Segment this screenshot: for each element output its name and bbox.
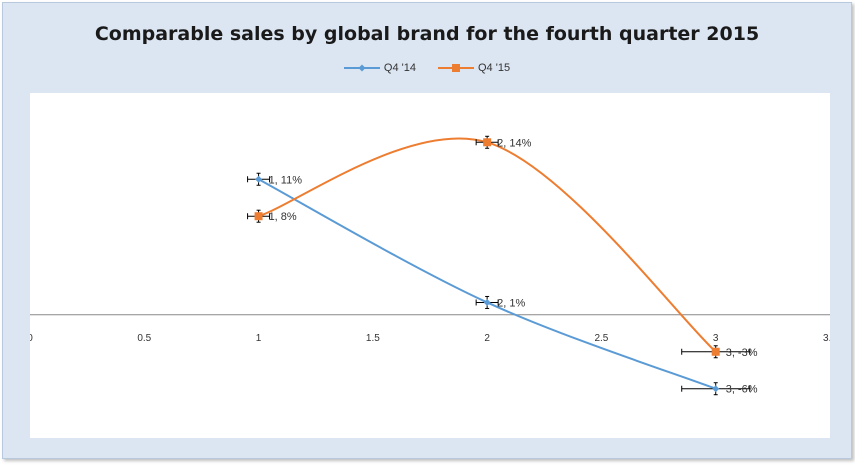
x-tick-label: 0.5 [137, 333, 151, 344]
chart-frame: Comparable sales by global brand for the… [2, 2, 852, 459]
legend-item-q4-15: Q4 '15 [438, 62, 510, 74]
chart-svg: 0 0.5 1 1.5 2 2.5 3 3.5 1, 11% 2, 1% 3, -6% 1, 8% 2,… [27, 135, 837, 396]
data-label: 2, 14% [497, 137, 531, 149]
x-tick-label: 0 [30, 333, 33, 344]
legend-swatch-q4-14 [343, 64, 380, 72]
data-label: 2, 1% [497, 297, 525, 309]
x-tick-label: 3.5 [823, 333, 830, 344]
x-tick-label: 2.5 [594, 333, 608, 344]
data-point-square [711, 347, 720, 356]
series-line-1 [258, 137, 717, 353]
data-label: 3, -6% [726, 384, 758, 396]
data-point-square [483, 138, 492, 147]
data-point-diamond [712, 385, 720, 393]
data-label: 3, -3% [726, 347, 758, 359]
x-tick-label: 2 [484, 333, 490, 344]
chart-title: Comparable sales by global brand for the… [94, 23, 760, 45]
x-tick-label: 1 [256, 333, 262, 344]
x-tick-label: 3 [713, 333, 719, 344]
data-label: 1, 11% [269, 174, 303, 186]
chart-legend: Q4 '14 Q4 '15 [3, 62, 851, 74]
series-line-0 [258, 178, 717, 390]
legend-label-q4-14: Q4 '14 [383, 62, 416, 74]
plot-area: 0 0.5 1 1.5 2 2.5 3 3.5 1, 11% 2, 1% 3, -6% 1, 8% 2,… [27, 93, 837, 438]
legend-item-q4-14: Q4 '14 [343, 62, 416, 74]
data-point-diamond [483, 298, 491, 306]
legend-label-q4-15: Q4 '15 [478, 62, 511, 74]
data-point-square [254, 212, 263, 221]
legend-swatch-q4-15 [438, 64, 474, 72]
x-tick-label: 1.5 [366, 333, 380, 344]
data-label: 1, 8% [269, 211, 297, 223]
